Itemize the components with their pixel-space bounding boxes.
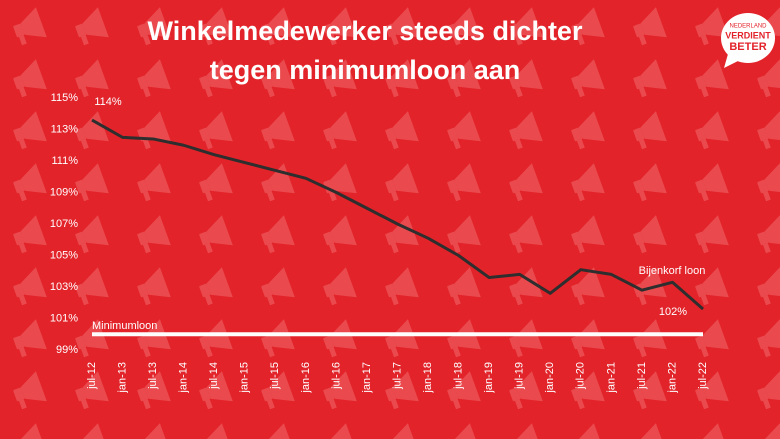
- x-tick-label: jul-14: [208, 362, 220, 390]
- logo-text: BETER: [729, 41, 766, 53]
- series-label: Bijenkorf loon: [639, 265, 706, 277]
- x-tick-label: jan-21: [605, 362, 617, 394]
- y-tick-label: 115%: [51, 92, 79, 104]
- x-tick-label: jan-18: [422, 362, 434, 394]
- y-tick-label: 109%: [50, 186, 78, 198]
- chart-title: Winkelmedewerker steeds dichter: [148, 16, 583, 46]
- x-tick-label: jan-16: [300, 362, 312, 394]
- y-tick-label: 107%: [50, 218, 78, 230]
- logo-text: VERDIENT: [725, 30, 771, 40]
- x-tick-label: jul-19: [514, 362, 526, 390]
- x-tick-label: jul-20: [575, 362, 587, 390]
- x-tick-label: jul-15: [269, 362, 281, 390]
- logo-badge: [721, 13, 775, 63]
- x-tick-label: jul-16: [330, 362, 342, 390]
- x-tick-label: jan-22: [666, 362, 678, 394]
- x-tick-label: jul-18: [453, 362, 465, 390]
- y-tick-label: 113%: [51, 123, 79, 135]
- y-tick-label: 103%: [50, 281, 78, 293]
- logo-text: NEDERLAND: [729, 24, 767, 30]
- logo: NEDERLAND VERDIENT BETER: [721, 13, 775, 68]
- x-tick-label: jul-13: [147, 362, 159, 390]
- y-tick-label: 105%: [50, 249, 78, 261]
- value-label: 114%: [94, 96, 122, 108]
- x-tick-label: jul-17: [391, 362, 403, 390]
- logo-tail: [724, 54, 740, 68]
- y-tick-label: 101%: [50, 312, 78, 324]
- value-label: 102%: [659, 306, 687, 318]
- x-tick-label: jan-19: [483, 362, 495, 394]
- x-tick-label: jan-14: [178, 362, 190, 394]
- y-tick-label: 111%: [51, 155, 78, 167]
- x-tick-label: jan-13: [116, 362, 128, 394]
- x-tick-label: jul-21: [636, 362, 648, 390]
- x-tick-label: jul-12: [86, 362, 98, 390]
- x-tick-label: jan-20: [544, 362, 556, 394]
- x-tick-label: jan-17: [361, 362, 373, 394]
- data-line: [91, 118, 704, 311]
- chart-title: tegen minimumloon aan: [210, 55, 521, 85]
- x-tick-label: jul-22: [697, 362, 709, 390]
- series-label: Minimumloon: [92, 320, 157, 332]
- x-tick-label: jan-15: [239, 362, 251, 394]
- y-tick-label: 99%: [56, 344, 78, 356]
